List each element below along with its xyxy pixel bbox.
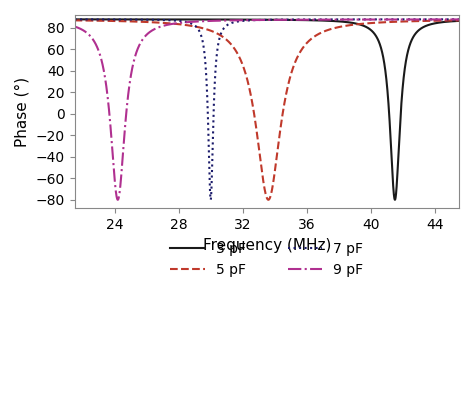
Y-axis label: Phase (°): Phase (°) bbox=[15, 76, 30, 147]
3 pF bbox=[436, 20, 441, 25]
Line: 9 pF: 9 pF bbox=[74, 19, 459, 200]
9 pF bbox=[73, 25, 79, 30]
Line: 7 pF: 7 pF bbox=[74, 19, 459, 200]
9 pF bbox=[436, 17, 441, 22]
7 pF bbox=[95, 17, 100, 22]
3 pF bbox=[95, 17, 100, 22]
9 pF bbox=[260, 18, 265, 23]
7 pF bbox=[73, 17, 79, 22]
7 pF bbox=[456, 17, 462, 22]
5 pF bbox=[260, 173, 265, 178]
5 pF bbox=[436, 18, 441, 23]
7 pF bbox=[260, 17, 265, 22]
3 pF bbox=[260, 17, 265, 22]
9 pF bbox=[115, 197, 120, 202]
5 pF bbox=[72, 18, 77, 23]
5 pF bbox=[73, 18, 79, 23]
3 pF bbox=[147, 17, 153, 22]
7 pF bbox=[72, 17, 77, 22]
7 pF bbox=[147, 17, 153, 22]
3 pF bbox=[456, 18, 462, 23]
5 pF bbox=[95, 18, 100, 23]
9 pF bbox=[72, 24, 77, 29]
9 pF bbox=[88, 34, 93, 39]
Legend: 3 pF, 5 pF, 7 pF, 9 pF: 3 pF, 5 pF, 7 pF, 9 pF bbox=[164, 237, 369, 283]
5 pF bbox=[456, 18, 462, 23]
Line: 5 pF: 5 pF bbox=[74, 21, 459, 200]
7 pF bbox=[208, 197, 213, 202]
5 pF bbox=[88, 18, 93, 23]
5 pF bbox=[147, 20, 153, 25]
9 pF bbox=[147, 30, 153, 35]
3 pF bbox=[88, 17, 93, 22]
Line: 3 pF: 3 pF bbox=[74, 19, 459, 200]
3 pF bbox=[392, 197, 398, 202]
7 pF bbox=[88, 17, 93, 22]
9 pF bbox=[456, 17, 462, 22]
X-axis label: Frequency (MHz): Frequency (MHz) bbox=[202, 238, 331, 253]
9 pF bbox=[95, 46, 100, 51]
3 pF bbox=[72, 17, 77, 22]
5 pF bbox=[265, 197, 271, 202]
3 pF bbox=[73, 17, 79, 22]
7 pF bbox=[436, 17, 441, 22]
